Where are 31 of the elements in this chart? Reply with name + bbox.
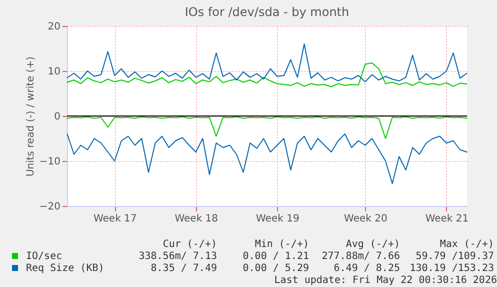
legend-label: IO/sec <box>26 251 62 262</box>
x-tick-label: Week 20 <box>344 214 388 224</box>
x-tick-label: Week 18 <box>174 214 218 224</box>
text: 338.56m/ 7.13 <box>138 251 217 262</box>
chart-title: IOs for /dev/sda - by month <box>184 5 350 19</box>
line-series <box>66 134 468 184</box>
legend-label: Req Size (KB) <box>26 263 104 274</box>
text: 277.88m/ 7.66 <box>322 251 400 262</box>
text: 6.49 / 8.25 <box>334 263 400 274</box>
x-tick-label: Week 21 <box>425 214 469 224</box>
text: 0.00 / 5.29 <box>242 263 309 274</box>
text: 59.79 /109.37 <box>416 251 494 262</box>
text: Min (-/+) <box>254 239 309 250</box>
text: Cur (-/+) <box>162 239 217 250</box>
text: 8.35 / 7.49 <box>150 263 217 274</box>
line-series <box>66 62 468 88</box>
y-tick-label: 10 <box>48 66 60 78</box>
text: Avg (-/+) <box>346 239 400 250</box>
text: Max (-/+) <box>440 239 494 250</box>
text: 130.19 /153.23 <box>410 263 494 274</box>
x-tick-label: Week 17 <box>93 214 137 224</box>
text: Last update: Fri May 22 00:30:16 2026 <box>274 275 497 286</box>
x-tick-label: Week 19 <box>256 214 300 224</box>
line-series <box>66 116 468 139</box>
line-series <box>66 44 468 82</box>
y-tick-label: 0 <box>54 112 60 122</box>
y-tick-label: −20 <box>39 202 60 212</box>
y-tick-label: −10 <box>39 156 60 168</box>
text: 0.00 / 1.21 <box>242 251 309 262</box>
y-tick-label: 20 <box>48 22 60 32</box>
y-axis-title: Units read (-) / write (+) <box>25 56 36 177</box>
